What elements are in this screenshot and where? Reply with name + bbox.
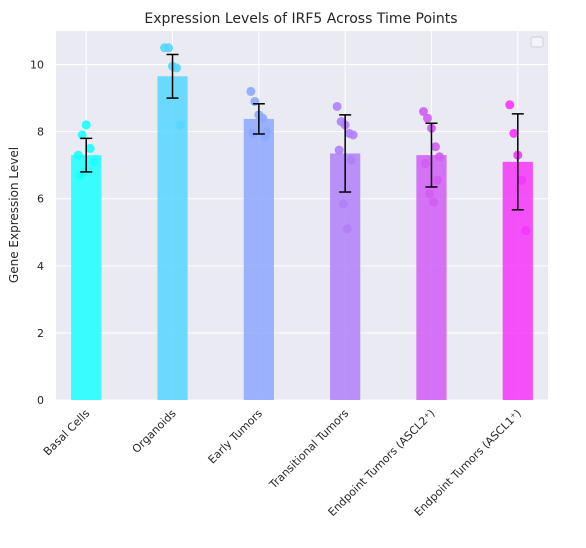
y-tick-label: 4 [37,260,44,273]
data-point [77,130,87,140]
data-point [432,175,442,185]
data-point [334,145,344,155]
chart-title: Expression Levels of IRF5 Across Time Po… [144,11,457,27]
data-point [176,120,186,130]
bars [71,76,533,400]
data-point [434,152,444,162]
y-tick-labels: 0 2 4 6 8 10 [30,59,44,407]
data-point [505,100,515,110]
y-tick-label: 6 [37,193,44,206]
data-point [81,120,91,130]
data-point [418,107,428,117]
legend-box [530,36,544,48]
data-point [420,159,430,169]
data-point [428,197,438,207]
y-tick-label: 0 [37,394,44,407]
data-point [342,224,352,234]
data-point [73,150,83,160]
data-point [346,155,356,165]
data-point [348,130,358,140]
data-points [73,43,531,236]
y-tick-label: 2 [37,327,44,340]
y-tick-label: 10 [30,59,44,72]
data-point [258,113,268,123]
data-point [338,199,348,209]
data-point [89,157,99,167]
bar [243,118,274,400]
bar [157,76,188,400]
y-tick-label: 8 [37,126,44,139]
data-point [250,96,260,106]
data-point [164,43,174,53]
x-tick-labels: Basal Cells Organoids Early Tumors Transiti… [41,407,524,519]
x-tick-label: Early Tumors [206,407,266,467]
data-point [521,226,531,236]
bar [330,153,361,400]
bar [71,155,102,400]
data-point [424,189,434,199]
data-point [422,113,432,123]
y-axis-label: Gene Expression Level [7,147,21,283]
data-point [172,63,182,73]
data-point [246,86,256,96]
data-point [85,143,95,153]
error-bars [80,53,524,211]
data-point [509,128,519,138]
x-tick-label: Basal Cells [41,407,93,459]
data-point [75,170,85,180]
x-tick-label: Transitional Tumors [266,407,351,492]
data-point [332,101,342,111]
data-point [517,175,527,185]
plot-area [56,31,548,400]
data-point [430,142,440,152]
x-tick-label: Organoids [130,407,179,456]
